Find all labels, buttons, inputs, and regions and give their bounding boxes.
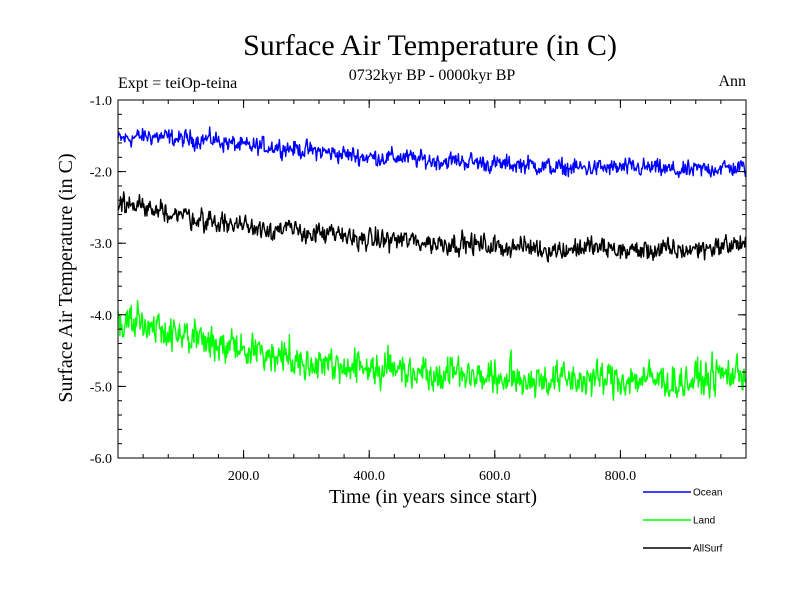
legend: Ocean Land AllSurf [643,488,723,555]
x-tick-label: 400.0 [353,469,385,484]
y-tick-label: -4.0 [90,309,112,324]
experiment-label: Expt = teiOp-teina [118,75,237,92]
series-line-land [117,300,747,401]
period-label: Ann [718,73,746,90]
series-line-allsurf [117,191,747,263]
series-line-ocean [117,126,747,179]
y-axis-label: Surface Air Temperature (in C) [55,153,77,402]
series-layer [117,126,747,401]
legend-label-land: Land [693,516,715,527]
y-tick-label: -5.0 [90,380,112,395]
y-tick-label: -1.0 [90,94,112,109]
x-tick-label: 600.0 [479,469,511,484]
x-tick-label: 800.0 [605,469,637,484]
chart-subtitle: 0732kyr BP - 0000kyr BP [349,67,516,84]
axis-layer: -1.0 -2.0 -3.0 -4.0 -5.0 -6.0 200.0 400.0 600.0 8… [90,94,746,484]
plot-frame [117,99,747,459]
legend-label-ocean: Ocean [693,488,722,499]
x-tick-label: 200.0 [228,469,260,484]
y-tick-label: -6.0 [90,452,112,467]
x-axis-label: Time (in years since start) [329,486,537,508]
legend-label-allsurf: AllSurf [693,544,723,555]
y-tick-label: -3.0 [90,237,112,252]
y-tick-label: -2.0 [90,166,112,181]
chart-title: Surface Air Temperature (in C) [243,29,617,62]
